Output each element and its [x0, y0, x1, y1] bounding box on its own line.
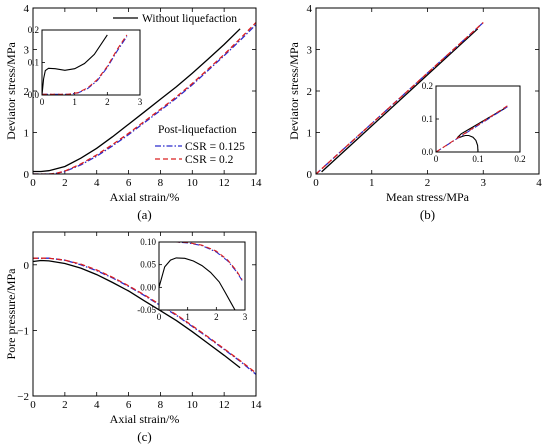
y-tick-label: 3	[307, 45, 313, 57]
y-tick-label: 0	[307, 169, 313, 181]
chart-panel-b: 0 1 2 3 4 0 1 2 3 4 Mean stress/MPa Deviator stress…	[287, 3, 542, 222]
inset-frame	[41, 29, 141, 96]
y-tick-label: 2	[307, 86, 313, 98]
x-tick-label: 14	[251, 399, 263, 411]
plot-frame	[32, 231, 257, 397]
y-tick-label: 2	[24, 86, 30, 98]
x-tick-label: 14	[251, 177, 263, 189]
x-tick-label: 6	[126, 399, 132, 411]
x-axis-label: Axial strain/%	[110, 412, 180, 426]
series-line-without-liquefaction	[321, 28, 479, 173]
y-axis-label: Pore pressure/MPa	[4, 268, 18, 360]
inset-x-tick-label: 0.1	[472, 154, 483, 164]
y-tick-label: −2	[17, 391, 29, 403]
legend-label-csr-02: CSR = 0.2	[185, 154, 234, 166]
inset-y-tick-label: 0.1	[422, 114, 433, 124]
inset-frame	[158, 241, 246, 311]
inset-series-line	[456, 107, 506, 152]
inset-x-tick-label: 0	[434, 154, 439, 164]
inset-series-line	[436, 106, 508, 152]
x-tick-label: 0	[30, 399, 36, 411]
inset-x-tick-label: 2	[105, 97, 110, 107]
y-tick-label: −1	[17, 325, 29, 337]
inset-y-tick-label: -0.05	[137, 305, 156, 315]
y-tick-label: 1	[24, 128, 30, 140]
x-tick-label: 0	[30, 177, 36, 189]
inset-x-tick-label: 3	[138, 97, 143, 107]
inset-series-line	[42, 34, 108, 95]
inset-y-tick-label: 0.00	[140, 282, 156, 292]
y-axis-label: Deviator stress/MPa	[287, 42, 301, 140]
plot-frame	[315, 7, 540, 175]
inset-y-tick-label: 0.05	[140, 260, 156, 270]
x-tick-label: 12	[219, 177, 230, 189]
y-tick-label: 0	[24, 260, 30, 272]
x-tick-label: 4	[536, 177, 542, 189]
inset-series-line	[436, 105, 508, 152]
x-tick-label: 0	[313, 177, 319, 189]
x-tick-label: 2	[62, 177, 68, 189]
inset-x-tick-label: 1	[72, 97, 77, 107]
x-tick-label: 4	[94, 399, 100, 411]
series-line-without-liquefaction	[33, 28, 241, 173]
x-tick-label: 2	[62, 399, 68, 411]
inset-x-tick-label: 2	[214, 312, 219, 322]
inset-x-tick-label: 0	[40, 97, 45, 107]
y-axis-label: Deviator stress/MPa	[4, 42, 18, 140]
inset-y-tick-label: 0.0	[28, 90, 40, 100]
inset-background	[436, 86, 520, 152]
x-axis-label: Mean stress/MPa	[386, 190, 470, 204]
series-line-csr-02	[33, 22, 256, 174]
panel-label: (a)	[137, 207, 151, 222]
x-axis-label: Axial strain/%	[110, 190, 180, 204]
inset-series-line	[159, 242, 243, 281]
series-line-csr-0125	[33, 257, 256, 375]
x-tick-label: 10	[187, 177, 199, 189]
inset-series-line	[42, 34, 128, 95]
y-tick-label: 0	[24, 169, 30, 181]
inset-x-tick-label: 0	[157, 312, 162, 322]
x-tick-label: 2	[425, 177, 431, 189]
series-line-csr-02	[316, 22, 484, 174]
inset-x-tick-label: 1	[185, 312, 190, 322]
y-tick-label: 4	[307, 3, 313, 15]
panel-label: (c)	[137, 429, 151, 444]
inset-y-tick-label: 0.0	[422, 147, 434, 157]
x-tick-label: 8	[158, 177, 164, 189]
series-line-without-liquefaction	[33, 259, 241, 369]
plot-frame	[32, 7, 257, 175]
x-tick-label: 8	[158, 399, 164, 411]
x-tick-label: 12	[219, 399, 230, 411]
inset-x-tick-label: 0.2	[514, 154, 525, 164]
legend-label-without-liquefaction: Without liquefaction	[142, 13, 237, 25]
panel-label: (b)	[420, 207, 435, 222]
inset-x-tick-label: 3	[243, 312, 248, 322]
x-tick-label: 1	[369, 177, 375, 189]
legend-label-csr-0125: CSR = 0.125	[185, 141, 245, 153]
inset-y-tick-label: 0.10	[140, 237, 156, 247]
x-tick-label: 6	[126, 177, 132, 189]
y-tick-label: 1	[307, 128, 313, 140]
inset-y-tick-label: 0.2	[28, 25, 39, 35]
x-tick-label: 10	[187, 399, 199, 411]
inset-background	[159, 242, 245, 310]
y-tick-label: 4	[24, 3, 30, 15]
inset-series-line	[159, 257, 236, 310]
x-tick-label: 3	[481, 177, 487, 189]
y-tick-label: 3	[24, 45, 30, 57]
inset-y-tick-label: 0.1	[28, 58, 39, 68]
x-tick-label: 4	[94, 177, 100, 189]
inset-y-tick-label: 0.2	[422, 81, 433, 91]
inset-frame	[435, 85, 521, 153]
legend-group-title: Post-liquefaction	[158, 124, 237, 136]
